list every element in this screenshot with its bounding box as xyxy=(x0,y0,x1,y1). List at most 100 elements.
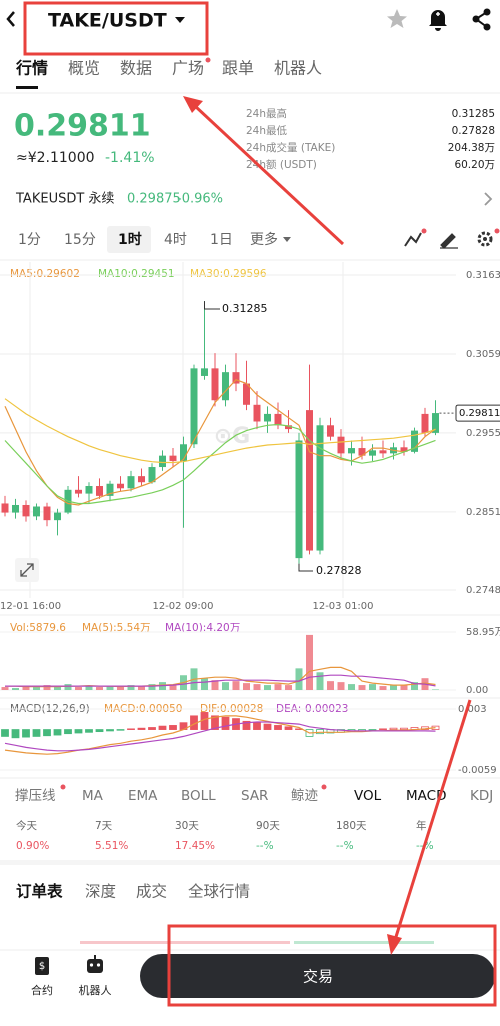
price-tick-label: 0.3059 xyxy=(466,349,500,360)
tab[interactable]: 跟单 xyxy=(222,59,254,78)
interval[interactable]: 1日 xyxy=(210,232,233,248)
order-tab[interactable]: 深度 xyxy=(85,883,116,901)
candle-body xyxy=(285,425,292,430)
macd-bar xyxy=(242,720,251,730)
settings-icon[interactable] xyxy=(477,231,493,247)
trade-label[interactable]: 交易 xyxy=(303,968,333,986)
interval[interactable]: 更多 xyxy=(250,231,278,248)
ma-legend: MA10:0.29451 xyxy=(98,268,175,280)
indicator-tab[interactable]: 撑压线 xyxy=(15,788,56,804)
macd-bar xyxy=(221,716,230,730)
tab[interactable]: 行情 xyxy=(15,59,48,78)
macd-tick-label: -0.0059 xyxy=(458,765,497,776)
robot-icon[interactable] xyxy=(87,959,103,973)
indicator-tab[interactable]: MACD xyxy=(406,788,446,804)
stat-label: 24h最高 xyxy=(246,107,287,120)
share-icon[interactable] xyxy=(472,8,491,31)
highlight-box xyxy=(23,1,209,56)
macd-bar xyxy=(137,727,146,730)
macd-bar xyxy=(158,725,167,730)
indicator-tab[interactable]: BOLL xyxy=(181,788,216,804)
perp-price: 0.29875 xyxy=(127,192,181,207)
draw-icon[interactable] xyxy=(440,233,458,249)
interval[interactable]: 1时 xyxy=(118,231,142,248)
indicator-tab[interactable]: MA xyxy=(82,788,104,804)
indicator-tab[interactable]: KDJ xyxy=(470,788,493,804)
cny-price: ≈¥2.11000 xyxy=(16,150,95,166)
macd-bar xyxy=(148,727,156,730)
perp-name[interactable]: TAKEUSDT 永续 xyxy=(15,192,114,207)
volume-bar xyxy=(253,684,261,690)
expand-icon xyxy=(20,563,34,577)
arrow-shaft xyxy=(193,104,345,246)
favorite-icon[interactable] xyxy=(387,9,407,28)
indicator-tab[interactable]: SAR xyxy=(241,788,268,804)
high-pointer xyxy=(204,301,220,310)
perp-change: -0.96% xyxy=(177,192,223,207)
candle-body xyxy=(96,486,103,496)
pair-title[interactable]: TAKE/USDT xyxy=(48,10,167,32)
tab[interactable]: 机器人 xyxy=(274,59,322,78)
time-label: 12-02 09:00 xyxy=(152,601,213,612)
volume-bar xyxy=(379,686,387,690)
candle-body xyxy=(180,444,187,461)
indicator-icon[interactable] xyxy=(404,232,422,247)
contract-label[interactable]: 合约 xyxy=(31,983,53,997)
arrow-head xyxy=(387,934,402,955)
annotation-overlay xyxy=(23,1,497,1007)
indicator-tab[interactable]: VOL xyxy=(354,788,382,804)
candle-body xyxy=(85,486,93,494)
volume-bar xyxy=(169,685,177,690)
volume-bar xyxy=(75,687,82,690)
macd-bar xyxy=(32,729,41,737)
order-tab[interactable]: 全球行情 xyxy=(188,883,250,901)
macd-bar xyxy=(316,729,324,735)
volume-bar xyxy=(43,685,51,690)
interval[interactable]: 15分 xyxy=(64,232,96,248)
perp-chevron[interactable] xyxy=(484,192,493,206)
volume-bar xyxy=(274,684,282,690)
volume-bar xyxy=(12,688,19,690)
volume-bar xyxy=(432,689,439,690)
buy-ratio-bar xyxy=(80,941,290,944)
volume-bar xyxy=(22,686,30,690)
order-tab[interactable]: 订单表 xyxy=(16,882,63,901)
interval[interactable]: 1分 xyxy=(18,232,41,248)
trade-button[interactable] xyxy=(140,954,495,998)
pair-dropdown[interactable] xyxy=(175,17,185,23)
indicator-tab[interactable]: 鲸迹 xyxy=(291,788,318,804)
return-label: 7天 xyxy=(95,820,113,832)
candle-body xyxy=(127,476,135,489)
low-label: 0.27828 xyxy=(316,564,362,577)
macd-bar xyxy=(95,729,104,733)
candle-body xyxy=(1,503,9,513)
alert-icon[interactable] xyxy=(429,10,447,31)
indicator-tab[interactable]: EMA xyxy=(128,788,158,804)
last-price-tag: 0.29811 xyxy=(459,408,500,419)
tab[interactable]: 数据 xyxy=(120,59,152,78)
vol-tick-label: 58.95万 xyxy=(466,627,500,638)
order-tab[interactable]: 成交 xyxy=(136,883,167,901)
macd-bar xyxy=(74,729,83,734)
contract-icon[interactable] xyxy=(35,957,49,975)
macd-bar xyxy=(284,726,293,730)
candle-body xyxy=(43,506,51,521)
dif-line xyxy=(4,715,436,755)
macd-bar xyxy=(400,727,408,730)
candle-body xyxy=(117,483,124,489)
tab[interactable]: 概览 xyxy=(68,59,100,78)
vol-legend: Vol:5879.6 xyxy=(10,622,66,634)
volume-bar xyxy=(295,668,303,690)
vol-legend: MA(5):5.54万 xyxy=(82,622,151,634)
volume-bar xyxy=(232,681,240,690)
robot-label[interactable]: 机器人 xyxy=(79,983,112,997)
volume-bar xyxy=(127,685,135,690)
candle-body xyxy=(169,455,177,461)
interval[interactable]: 4时 xyxy=(164,232,187,248)
candle-body xyxy=(54,512,61,521)
ma-line xyxy=(4,423,436,505)
volume-bar xyxy=(348,684,355,690)
time-label: 12-03 01:00 xyxy=(312,601,373,612)
back-button[interactable] xyxy=(6,11,15,27)
tab[interactable]: 广场 xyxy=(172,59,204,78)
